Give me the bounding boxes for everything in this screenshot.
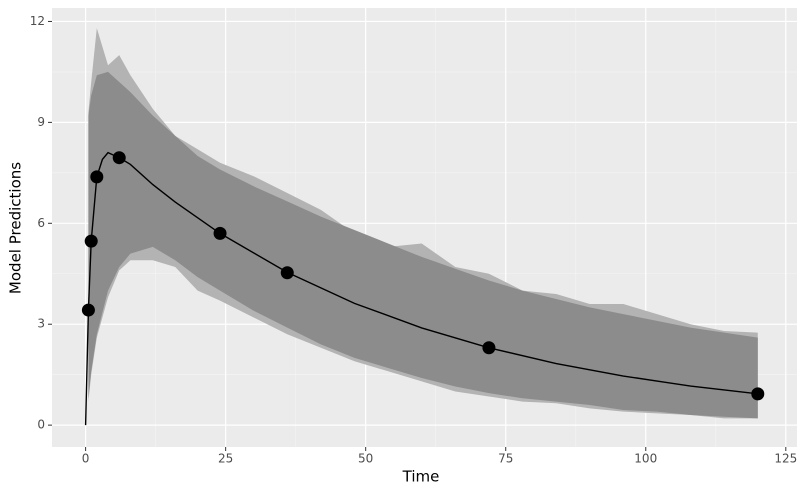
prediction-band bbox=[88, 71, 758, 419]
observation-point bbox=[751, 387, 765, 401]
observation-point bbox=[81, 303, 95, 317]
y-tick-label: 0 bbox=[37, 418, 45, 432]
x-tick-label: 25 bbox=[218, 452, 233, 466]
x-axis-title: Time bbox=[402, 468, 440, 486]
observation-point bbox=[280, 266, 294, 280]
y-tick-label: 6 bbox=[37, 216, 45, 230]
observation-point bbox=[482, 341, 496, 355]
observation-point bbox=[213, 226, 227, 240]
x-tick-label: 0 bbox=[82, 452, 90, 466]
x-tick-label: 50 bbox=[358, 452, 373, 466]
observation-point bbox=[84, 234, 98, 248]
x-tick-label: 100 bbox=[634, 452, 657, 466]
y-tick-label: 9 bbox=[37, 115, 45, 129]
y-tick-label: 12 bbox=[30, 14, 45, 28]
x-tick-label: 75 bbox=[498, 452, 513, 466]
y-tick-label: 3 bbox=[37, 317, 45, 331]
observation-point bbox=[90, 170, 104, 184]
observation-point bbox=[112, 151, 126, 165]
y-axis-title: Model Predictions bbox=[7, 162, 25, 294]
x-tick-label: 125 bbox=[774, 452, 797, 466]
